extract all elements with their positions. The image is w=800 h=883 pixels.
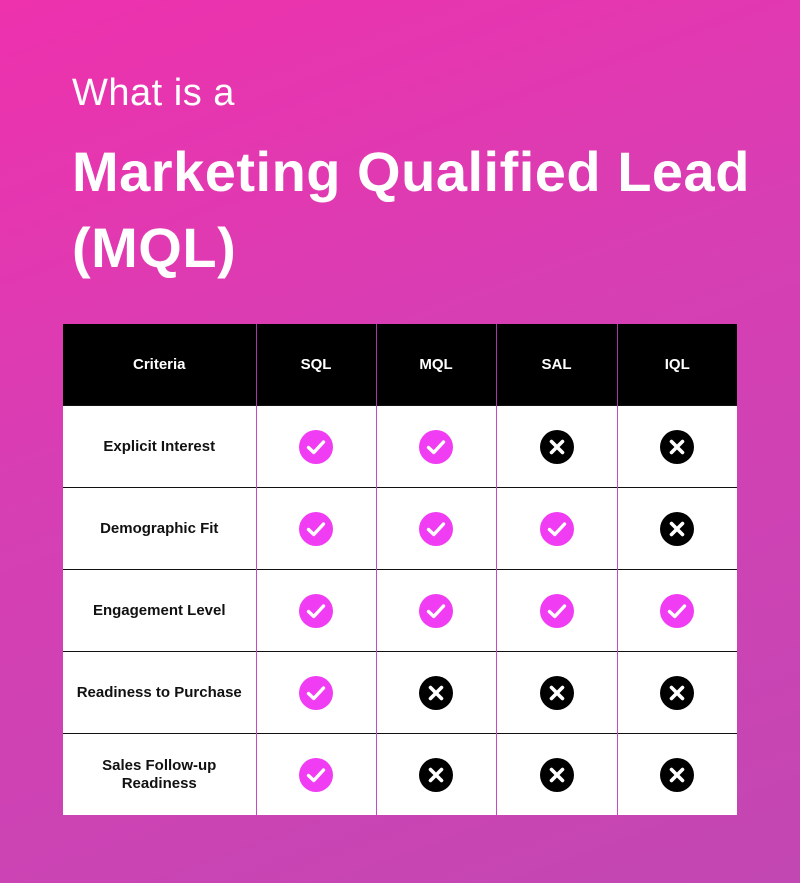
mark-cell	[496, 651, 618, 734]
column-header-sal: SAL	[496, 324, 618, 406]
mark-cell	[617, 405, 737, 488]
mark-cell	[496, 569, 618, 652]
column-header-criteria: Criteria	[63, 324, 257, 406]
x-icon	[539, 675, 574, 710]
mark-cell	[376, 651, 497, 734]
mark-cell	[256, 733, 377, 815]
x-icon	[660, 757, 695, 792]
check-icon	[660, 593, 695, 628]
mark-cell	[496, 405, 618, 488]
table-row: Engagement Level	[63, 569, 737, 652]
column-header-sql: SQL	[256, 324, 377, 406]
table-row: Demographic Fit	[63, 487, 737, 570]
check-icon	[419, 511, 453, 546]
table-row: Readiness to Purchase	[63, 651, 737, 734]
check-icon	[539, 511, 574, 546]
criteria-cell: Readiness to Purchase	[63, 651, 257, 734]
mark-cell	[256, 405, 377, 488]
mark-cell	[256, 569, 377, 652]
criteria-cell: Explicit Interest	[63, 405, 257, 488]
check-icon	[539, 593, 574, 628]
criteria-cell: Engagement Level	[63, 569, 257, 652]
table-row: Sales Follow-up Readiness	[63, 733, 737, 815]
mark-cell	[376, 569, 497, 652]
table-header-row: Criteria SQL MQL SAL IQL	[63, 324, 737, 406]
page-title: Marketing Qualified Lead (MQL)	[72, 140, 750, 279]
table-row: Explicit Interest	[63, 405, 737, 488]
check-icon	[299, 593, 333, 628]
check-icon	[299, 429, 333, 464]
mark-cell	[496, 487, 618, 570]
mark-cell	[617, 487, 737, 570]
criteria-cell: Sales Follow-up Readiness	[63, 733, 257, 815]
mark-cell	[617, 569, 737, 652]
criteria-cell: Demographic Fit	[63, 487, 257, 570]
x-icon	[660, 429, 695, 464]
mark-cell	[617, 651, 737, 734]
check-icon	[299, 757, 333, 792]
x-icon	[539, 429, 574, 464]
x-icon	[539, 757, 574, 792]
mark-cell	[256, 487, 377, 570]
column-header-iql: IQL	[617, 324, 737, 406]
mark-cell	[617, 733, 737, 815]
comparison-table: Criteria SQL MQL SAL IQL Explicit Intere…	[63, 324, 737, 815]
check-icon	[299, 675, 333, 710]
x-icon	[660, 511, 695, 546]
check-icon	[299, 511, 333, 546]
check-icon	[419, 429, 453, 464]
page-subtitle: What is a	[72, 72, 235, 114]
mark-cell	[376, 405, 497, 488]
column-header-mql: MQL	[376, 324, 497, 406]
x-icon	[419, 675, 453, 710]
mark-cell	[376, 487, 497, 570]
mark-cell	[376, 733, 497, 815]
x-icon	[419, 757, 453, 792]
mark-cell	[256, 651, 377, 734]
mark-cell	[496, 733, 618, 815]
x-icon	[660, 675, 695, 710]
check-icon	[419, 593, 453, 628]
